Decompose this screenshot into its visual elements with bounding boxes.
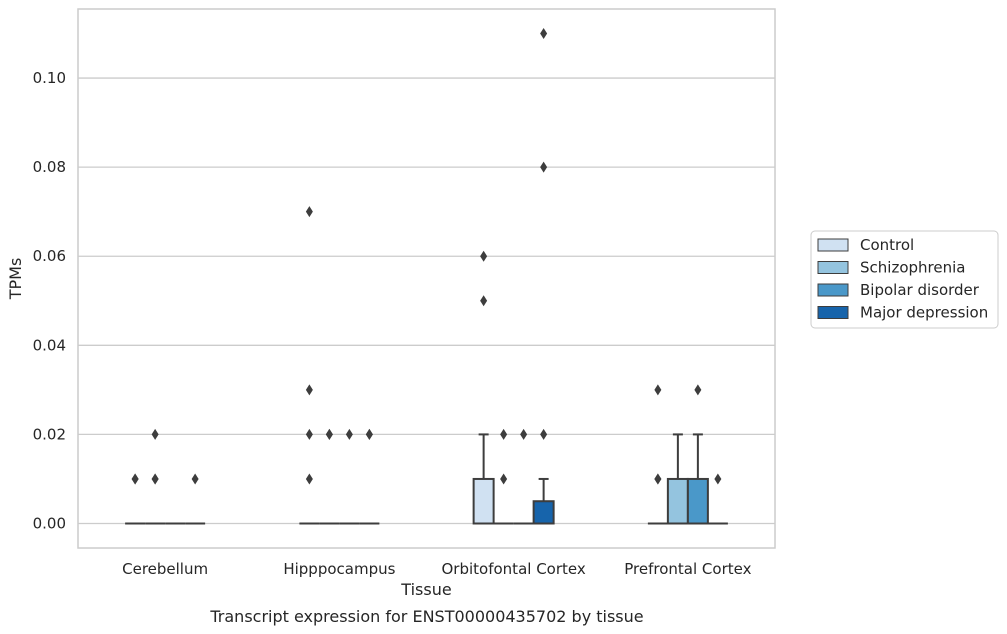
outlier-point <box>191 473 199 485</box>
outlier-point <box>714 473 722 485</box>
box-body <box>686 477 709 525</box>
box-2-1 <box>339 428 360 525</box>
box-1-1 <box>319 428 340 525</box>
y-axis: 0.00 0.02 0.04 0.06 0.08 0.10 <box>33 69 66 532</box>
box-2-2 <box>513 428 534 525</box>
legend-label: Control <box>860 236 914 254</box>
legend-label: Bipolar disorder <box>860 281 980 299</box>
x-axis-label: Tissue <box>400 580 451 599</box>
outlier-point <box>305 384 313 396</box>
box-3-0 <box>185 473 206 525</box>
plot-area <box>125 28 728 525</box>
outlier-point <box>151 428 159 440</box>
outlier-point <box>305 206 313 218</box>
outlier-point <box>131 473 139 485</box>
outlier-point <box>365 428 373 440</box>
box-3-3 <box>707 473 728 525</box>
x-tick-label: Prefrontal Cortex <box>624 560 751 578</box>
box-0-2 <box>472 250 495 525</box>
x-tick-label: Cerebellum <box>122 560 208 578</box>
box-3-2 <box>532 28 555 525</box>
y-tick-label: 0.02 <box>33 425 66 443</box>
y-tick-label: 0.10 <box>33 69 66 87</box>
x-tick-label: Hipppocampus <box>283 560 395 578</box>
outlier-point <box>480 250 488 262</box>
box-1-0 <box>145 428 166 525</box>
chart-title: Transcript expression for ENST0000043570… <box>209 607 643 626</box>
outlier-point <box>500 428 508 440</box>
outlier-point <box>345 428 353 440</box>
outlier-point <box>520 428 528 440</box>
y-tick-label: 0.06 <box>33 247 66 265</box>
outlier-point <box>694 384 702 396</box>
legend-frame <box>810 230 999 329</box>
grid <box>78 77 775 525</box>
box-1-3 <box>666 433 689 525</box>
box-0-0 <box>125 473 146 525</box>
legend-swatch <box>817 238 849 252</box>
outlier-point <box>305 473 313 485</box>
box-2-3 <box>686 384 709 525</box>
outlier-point <box>540 428 548 440</box>
plot-frame <box>77 8 776 549</box>
box-1-2 <box>493 428 514 525</box>
legend-swatch <box>817 261 849 274</box>
outlier-point <box>480 295 488 307</box>
box-body <box>472 477 495 525</box>
box-0-1 <box>299 206 320 525</box>
outlier-point <box>500 473 508 485</box>
box-body <box>532 500 555 525</box>
outlier-point <box>325 428 333 440</box>
y-tick-label: 0.00 <box>33 515 66 533</box>
outlier-point <box>305 428 313 440</box>
legend-swatch <box>817 283 849 297</box>
legend-swatch <box>817 306 849 319</box>
outlier-point <box>654 473 662 485</box>
y-axis-label: TPMs <box>6 258 25 301</box>
legend-label: Major depression <box>860 304 988 322</box>
x-axis: Cerebellum Hipppocampus Orbitofontal Corte… <box>122 560 751 578</box>
outlier-point <box>540 161 548 173</box>
box-0-3 <box>647 384 668 525</box>
outlier-point <box>151 473 159 485</box>
legend: Control Schizophrenia Bipolar disorder Majo… <box>810 230 999 329</box>
outlier-point <box>654 384 662 396</box>
x-tick-label: Orbitofontal Cortex <box>442 560 586 578</box>
box-3-1 <box>359 428 380 525</box>
y-tick-label: 0.04 <box>33 336 66 354</box>
y-tick-label: 0.08 <box>33 158 66 176</box>
legend-label: Schizophrenia <box>860 259 965 277</box>
outlier-point <box>540 28 548 39</box>
box-body <box>666 477 689 525</box>
